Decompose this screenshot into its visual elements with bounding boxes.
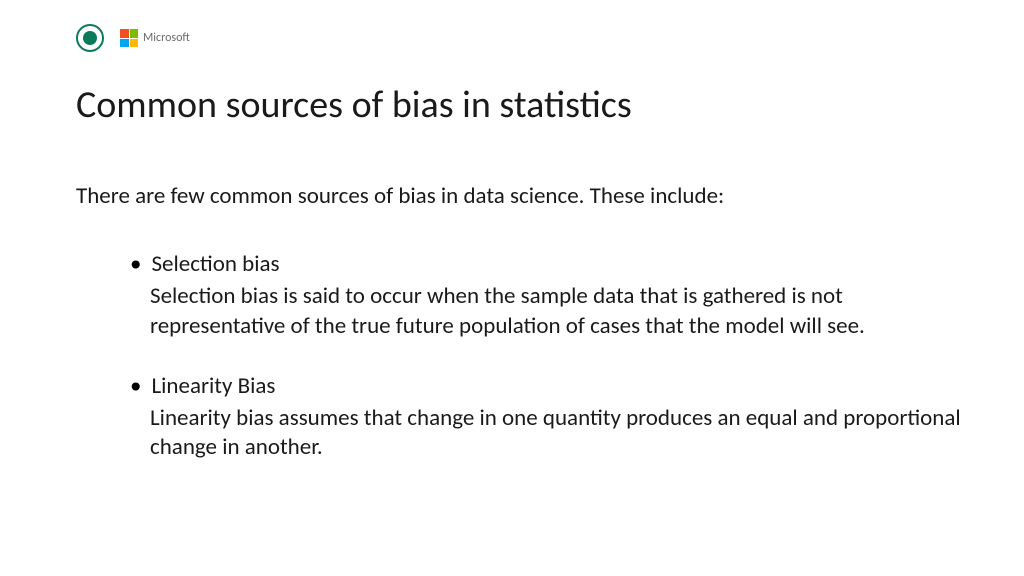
ms-square-tr	[130, 29, 139, 38]
bullet-icon: •	[130, 372, 141, 402]
ms-square-br	[130, 39, 139, 48]
microsoft-squares-icon	[120, 29, 138, 47]
header-logos: Microsoft	[76, 24, 190, 52]
intro-text: There are few common sources of bias in …	[76, 182, 724, 210]
item-description: Selection bias is said to occur when the…	[150, 282, 964, 342]
bullet-icon: •	[130, 250, 141, 280]
microsoft-label: Microsoft	[143, 31, 190, 45]
content-list: • Selection bias Selection bias is said …	[130, 250, 964, 493]
ms-square-tl	[120, 29, 129, 38]
list-item: • Selection bias Selection bias is said …	[130, 250, 964, 342]
microsoft-logo: Microsoft	[120, 29, 190, 47]
list-item: • Linearity Bias Linearity bias assumes …	[130, 372, 964, 464]
item-description: Linearity bias assumes that change in on…	[150, 404, 964, 464]
bullet-row: • Selection bias	[130, 250, 964, 280]
bullet-row: • Linearity Bias	[130, 372, 964, 402]
slide-title: Common sources of bias in statistics	[76, 82, 632, 128]
ms-square-bl	[120, 39, 129, 48]
item-heading: Linearity Bias	[151, 372, 275, 402]
institution-seal-icon	[76, 24, 104, 52]
item-heading: Selection bias	[151, 250, 279, 280]
